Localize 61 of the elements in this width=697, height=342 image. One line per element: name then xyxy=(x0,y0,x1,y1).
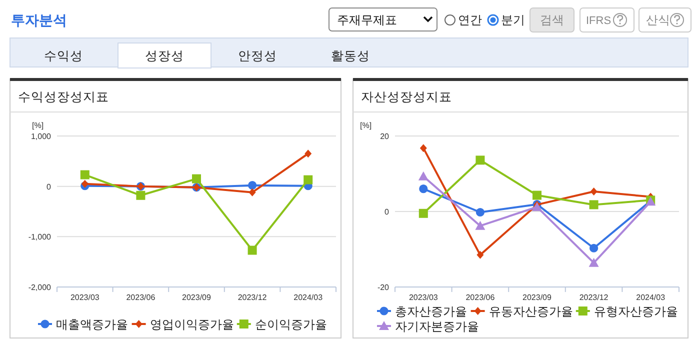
x-tick-label: 2023/06 xyxy=(466,293,496,302)
y-tick-label: 20 xyxy=(380,132,390,141)
y-tick-label: 0 xyxy=(384,208,390,216)
chart-title: 자산성장성지표 xyxy=(361,90,452,104)
point xyxy=(476,250,484,259)
point xyxy=(588,258,599,267)
y-tick-label: 0 xyxy=(46,182,52,192)
x-tick-label: 2023/12 xyxy=(238,293,268,302)
text: 연간 xyxy=(458,13,482,27)
x-tick-label: 2024/03 xyxy=(294,293,324,302)
point xyxy=(590,187,598,196)
x-tick-label: 2023/06 xyxy=(126,293,156,302)
legend-label: 유동자산증가율 xyxy=(488,304,573,318)
point xyxy=(420,144,427,152)
y-axis-title: [%] xyxy=(360,121,372,130)
y-tick-label: -20 xyxy=(377,283,390,292)
text: 안정성 xyxy=(238,49,277,63)
chart-title: 수익성장성지표 xyxy=(18,90,109,104)
point xyxy=(81,180,88,188)
y-tick-label: -2,000 xyxy=(28,283,52,292)
x-tick-label: 2024/03 xyxy=(636,293,666,302)
point xyxy=(136,190,146,200)
text: 성장성 xyxy=(145,49,184,63)
x-tick-label: 2023/09 xyxy=(182,293,212,302)
point xyxy=(532,190,542,200)
point xyxy=(192,174,201,184)
legend-label: 총자산증가율 xyxy=(395,304,467,318)
text: 검색 xyxy=(540,13,564,27)
x-tick-label: 2023/03 xyxy=(408,293,438,302)
point xyxy=(418,208,428,218)
legend-label: 순이익증가율 xyxy=(254,318,327,332)
y-tick-label: -1,000 xyxy=(28,232,52,242)
x-tick-label: 2023/12 xyxy=(579,293,609,302)
point xyxy=(304,175,313,184)
y-tick-label: 1,000 xyxy=(30,132,52,141)
point xyxy=(476,156,485,165)
point xyxy=(248,188,256,196)
point xyxy=(418,171,428,180)
point xyxy=(304,150,312,158)
text: 활동성 xyxy=(331,49,370,63)
point xyxy=(590,244,598,252)
point xyxy=(475,220,486,230)
legend-label: 매출액증가율 xyxy=(56,318,128,332)
text: 산식 xyxy=(646,13,670,27)
text: 수익성 xyxy=(44,49,83,63)
x-tick-label: 2023/03 xyxy=(70,293,100,302)
point xyxy=(476,208,484,217)
legend-label: 자기자본증가율 xyxy=(395,320,479,334)
x-tick-label: 2023/09 xyxy=(522,293,552,302)
point xyxy=(248,246,257,255)
y-axis-title: [%] xyxy=(32,121,44,130)
point xyxy=(589,200,598,210)
legend-label: 유형자산증가율 xyxy=(594,304,678,318)
point xyxy=(419,184,428,194)
text: 주재무제표 xyxy=(337,13,397,27)
point xyxy=(80,170,90,180)
text: IFRS xyxy=(586,15,612,27)
text: 투자분석 xyxy=(11,12,67,28)
point xyxy=(248,181,257,190)
legend-label: 영업이익증가율 xyxy=(150,318,234,332)
text: 분기 xyxy=(501,13,525,27)
